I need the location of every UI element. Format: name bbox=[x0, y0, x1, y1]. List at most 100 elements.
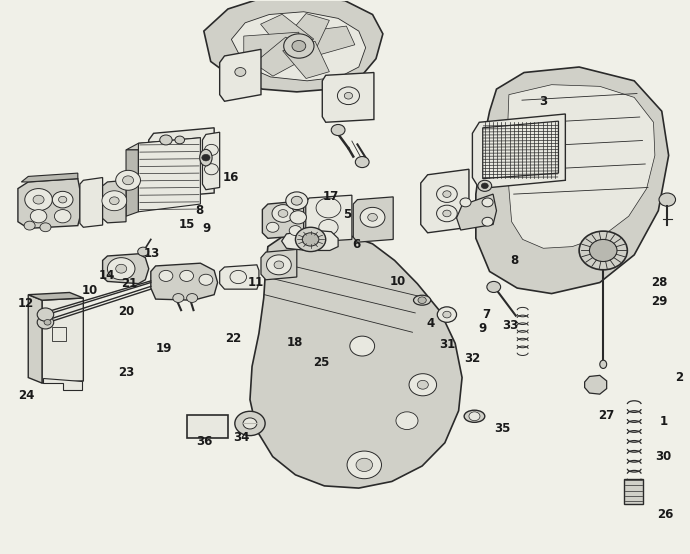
Text: 29: 29 bbox=[651, 295, 668, 309]
Text: 8: 8 bbox=[195, 204, 203, 217]
Text: 20: 20 bbox=[118, 305, 134, 318]
Polygon shape bbox=[261, 14, 314, 53]
Polygon shape bbox=[322, 73, 374, 122]
Text: 27: 27 bbox=[598, 409, 615, 422]
Circle shape bbox=[360, 207, 385, 227]
Circle shape bbox=[437, 186, 457, 202]
Circle shape bbox=[33, 195, 44, 204]
Circle shape bbox=[409, 374, 437, 396]
Bar bbox=[186, 415, 228, 438]
Polygon shape bbox=[18, 178, 80, 228]
Circle shape bbox=[331, 125, 345, 136]
Polygon shape bbox=[149, 128, 214, 198]
Polygon shape bbox=[244, 32, 299, 60]
Polygon shape bbox=[293, 26, 355, 59]
Text: 10: 10 bbox=[390, 275, 406, 288]
Polygon shape bbox=[21, 173, 78, 182]
Text: 17: 17 bbox=[323, 191, 339, 203]
Circle shape bbox=[123, 176, 134, 184]
Circle shape bbox=[443, 311, 451, 318]
Circle shape bbox=[204, 164, 218, 175]
Text: 24: 24 bbox=[18, 389, 34, 402]
Polygon shape bbox=[261, 249, 297, 280]
Polygon shape bbox=[283, 13, 329, 51]
Text: 6: 6 bbox=[352, 238, 360, 252]
Circle shape bbox=[37, 308, 54, 321]
Circle shape bbox=[235, 411, 265, 435]
Circle shape bbox=[487, 281, 501, 293]
Circle shape bbox=[478, 180, 492, 191]
Circle shape bbox=[175, 136, 184, 144]
Circle shape bbox=[290, 211, 306, 224]
Circle shape bbox=[295, 227, 326, 252]
Polygon shape bbox=[473, 114, 565, 188]
Circle shape bbox=[396, 412, 418, 429]
Circle shape bbox=[443, 191, 451, 197]
Text: 26: 26 bbox=[657, 508, 673, 521]
Text: 22: 22 bbox=[225, 332, 241, 345]
Polygon shape bbox=[28, 293, 83, 300]
Polygon shape bbox=[126, 150, 139, 216]
Polygon shape bbox=[126, 138, 200, 150]
Polygon shape bbox=[283, 42, 329, 79]
Text: 14: 14 bbox=[99, 269, 115, 283]
Circle shape bbox=[437, 205, 457, 222]
Polygon shape bbox=[476, 67, 669, 294]
Polygon shape bbox=[28, 295, 42, 383]
Circle shape bbox=[37, 316, 54, 329]
Polygon shape bbox=[282, 230, 338, 250]
Text: 25: 25 bbox=[313, 356, 329, 369]
Text: 21: 21 bbox=[121, 277, 137, 290]
Circle shape bbox=[289, 225, 302, 235]
Polygon shape bbox=[103, 180, 126, 223]
Circle shape bbox=[199, 274, 213, 285]
Polygon shape bbox=[584, 376, 607, 394]
Circle shape bbox=[44, 320, 51, 325]
Polygon shape bbox=[202, 132, 219, 189]
Circle shape bbox=[179, 270, 193, 281]
Polygon shape bbox=[219, 265, 259, 289]
Circle shape bbox=[278, 209, 288, 217]
Circle shape bbox=[579, 231, 627, 270]
Circle shape bbox=[235, 68, 246, 76]
Circle shape bbox=[159, 270, 173, 281]
Text: 33: 33 bbox=[502, 319, 518, 332]
Circle shape bbox=[274, 261, 284, 269]
Circle shape bbox=[59, 196, 67, 203]
Circle shape bbox=[347, 451, 382, 479]
Circle shape bbox=[589, 239, 617, 261]
Polygon shape bbox=[219, 49, 261, 101]
Circle shape bbox=[344, 93, 353, 99]
Circle shape bbox=[482, 198, 493, 207]
Circle shape bbox=[418, 297, 426, 304]
Circle shape bbox=[291, 196, 302, 205]
Circle shape bbox=[230, 270, 246, 284]
Circle shape bbox=[286, 192, 308, 209]
Polygon shape bbox=[43, 378, 82, 390]
Text: 15: 15 bbox=[178, 218, 195, 231]
Polygon shape bbox=[262, 201, 304, 238]
Circle shape bbox=[52, 191, 73, 208]
Ellipse shape bbox=[199, 150, 212, 166]
Text: 18: 18 bbox=[286, 336, 303, 348]
Circle shape bbox=[437, 307, 457, 322]
Polygon shape bbox=[42, 298, 83, 383]
Polygon shape bbox=[507, 85, 655, 248]
Text: 36: 36 bbox=[196, 435, 213, 448]
Circle shape bbox=[55, 209, 71, 223]
Ellipse shape bbox=[464, 410, 485, 422]
Text: 9: 9 bbox=[202, 222, 210, 235]
Circle shape bbox=[201, 155, 210, 161]
Text: 4: 4 bbox=[426, 317, 435, 331]
Text: 34: 34 bbox=[233, 431, 250, 444]
Circle shape bbox=[266, 255, 291, 275]
Circle shape bbox=[316, 198, 341, 218]
Text: 7: 7 bbox=[483, 308, 491, 321]
Polygon shape bbox=[204, 0, 383, 92]
Bar bbox=[52, 327, 66, 341]
Circle shape bbox=[116, 264, 127, 273]
Circle shape bbox=[102, 191, 127, 211]
Text: 2: 2 bbox=[676, 371, 684, 384]
Circle shape bbox=[186, 294, 197, 302]
Polygon shape bbox=[306, 195, 352, 242]
